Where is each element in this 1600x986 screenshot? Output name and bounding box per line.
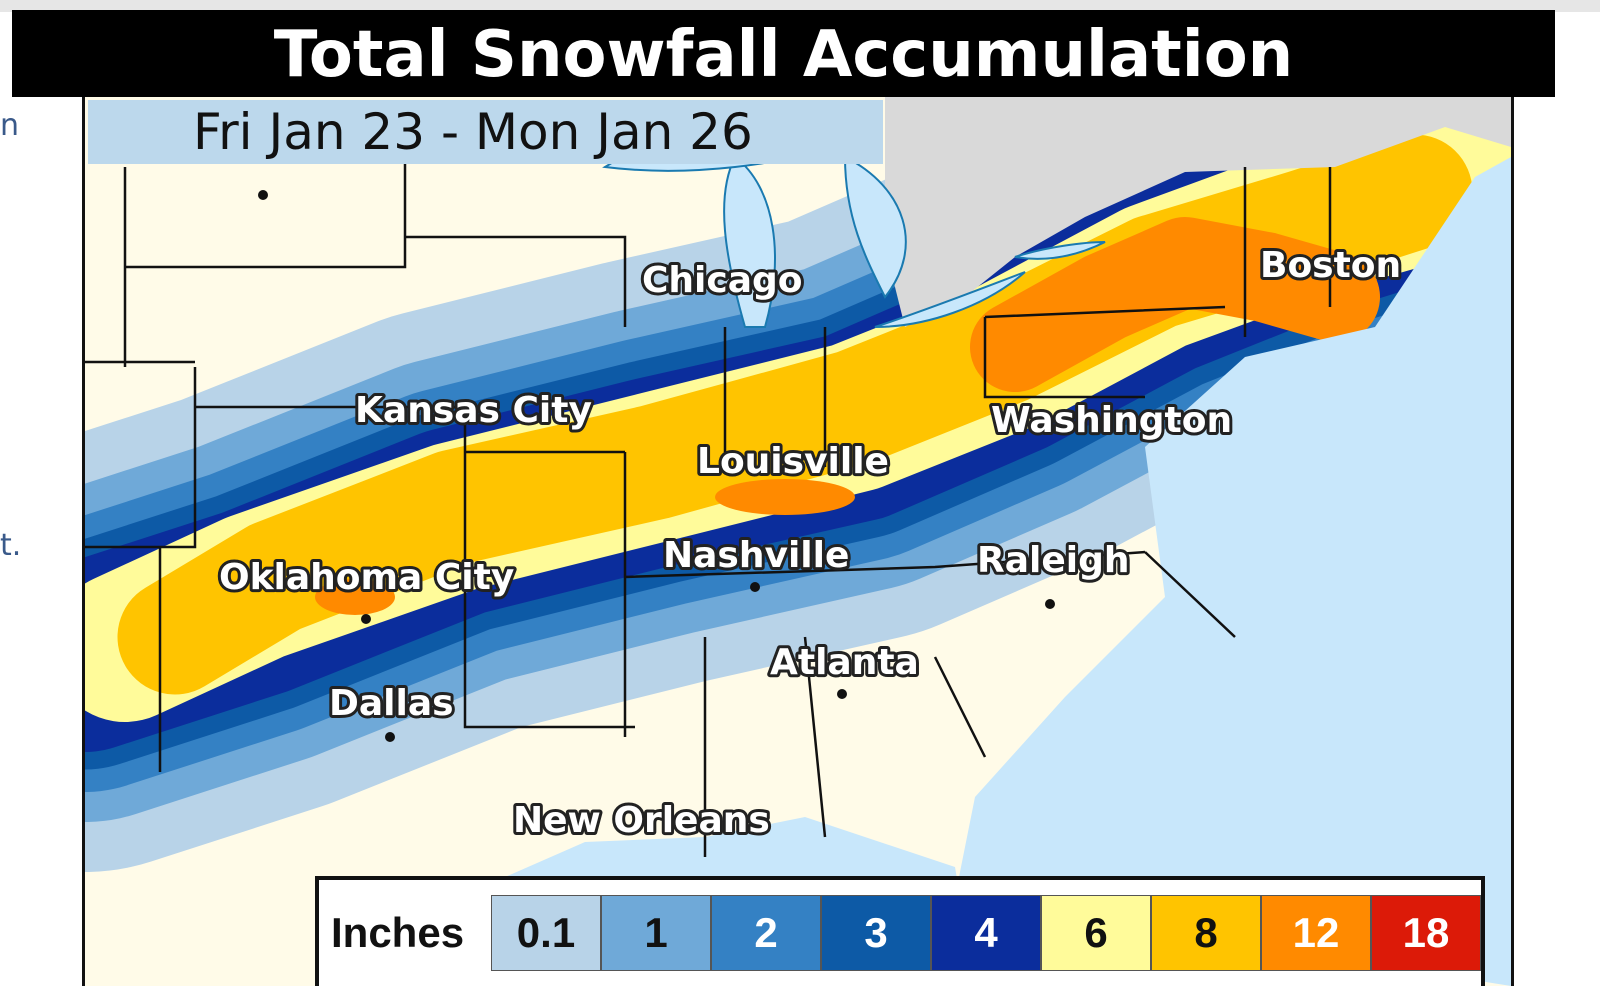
city-label-kansas-city: Kansas City [355,390,592,431]
city-label-new-orleans: New Orleans [513,800,770,841]
page-background-strip [0,0,1600,12]
city-label-atlanta: Atlanta [770,642,919,683]
legend-title: Inches [331,909,465,956]
lake-ontario [1014,241,1106,260]
lake-michigan [723,155,776,328]
date-range-subtitle: Fri Jan 23 - Mon Jan 26 [88,100,883,164]
snowfall-map: Chicago Boston Kansas City Washington Lo… [82,97,1514,986]
legend-swatch-4: 4 [931,895,1041,971]
city-label-boston: Boston [1260,245,1401,286]
map-title: Total Snowfall Accumulation [12,10,1555,97]
city-dot-pierre [258,190,268,200]
legend-swatch-2: 2 [711,895,821,971]
state-borders [85,157,1332,857]
city-dot-atlanta [837,689,847,699]
legend-swatch-12: 12 [1261,895,1371,971]
background-text-fragment: t. [0,528,22,563]
map-legend: Inches 0.1 1 2 3 4 6 8 12 18 [315,876,1485,986]
legend-swatch-6: 6 [1041,895,1151,971]
city-markers [258,190,1055,742]
city-dot-dallas [385,732,395,742]
band-12-ky [715,479,855,515]
band-12-ok [315,579,395,615]
city-label-dallas: Dallas [329,683,454,724]
city-label-chicago: Chicago [642,260,803,301]
atlantic-ocean [955,157,1511,986]
city-label-washington: Washington [991,400,1232,441]
city-dot-nashville [750,582,760,592]
background-text-fragment: n [0,108,20,143]
legend-swatch-18: 18 [1371,895,1481,971]
city-label-oklahoma-city: Oklahoma City [219,557,514,598]
legend-swatch-8: 8 [1151,895,1261,971]
lake-erie [874,271,1026,328]
city-dot-raleigh [1045,599,1055,609]
map-canvas: Chicago Boston Kansas City Washington Lo… [85,97,1511,986]
lake-huron [843,155,907,299]
city-label-raleigh: Raleigh [977,540,1130,581]
canada [885,97,1511,327]
legend-swatch-1: 1 [601,895,711,971]
city-label-nashville: Nashville [663,535,849,576]
legend-swatch-0-1: 0.1 [491,895,601,971]
snowfall-bands [85,97,1511,872]
legend-swatch-3: 3 [821,895,931,971]
city-dot-oklahoma-city [361,614,371,624]
city-labels: Chicago Boston Kansas City Washington Lo… [216,242,1404,844]
city-label-louisville: Louisville [697,441,889,482]
